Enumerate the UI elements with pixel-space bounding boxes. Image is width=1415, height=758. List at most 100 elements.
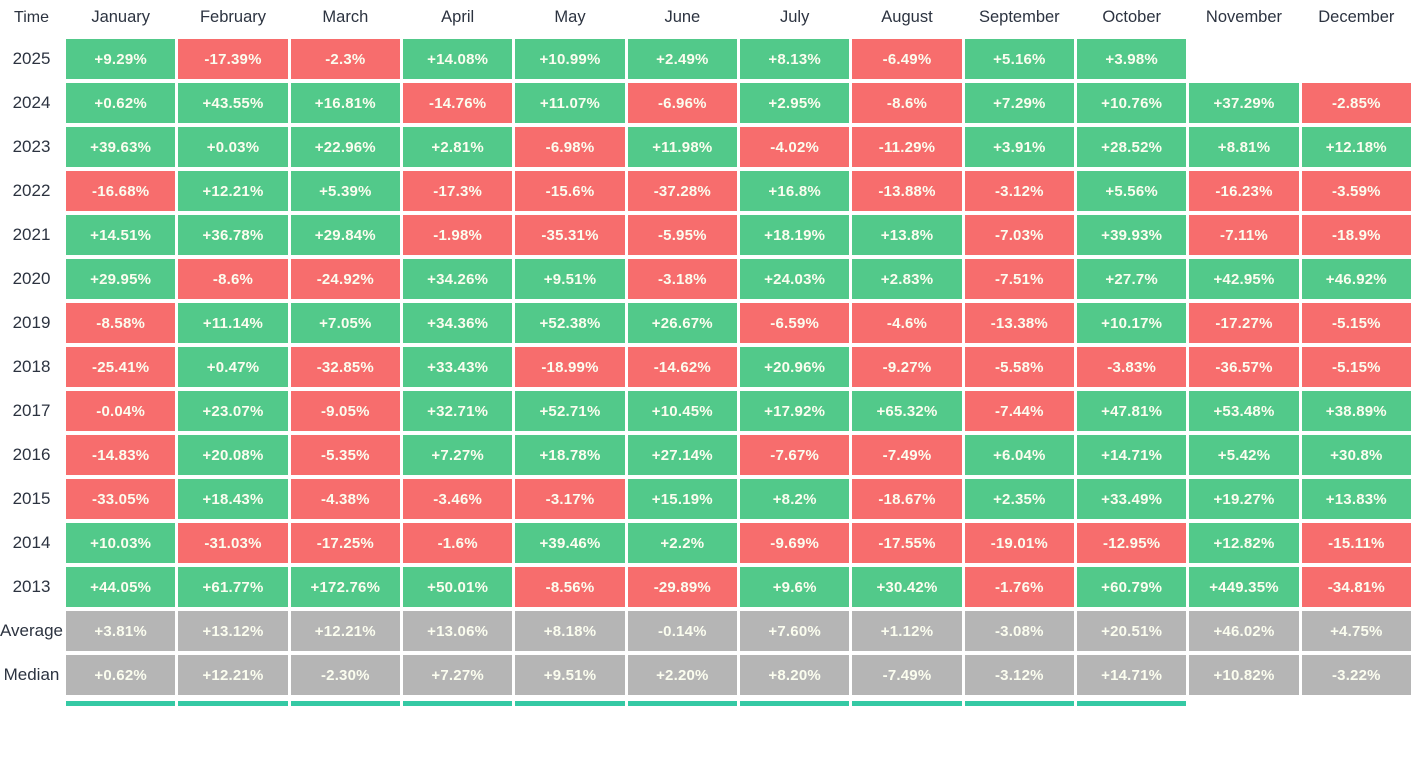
return-cell[interactable]: +0.62% — [66, 83, 176, 123]
return-cell[interactable]: +34.26% — [403, 259, 513, 299]
return-cell[interactable]: -13.38% — [964, 303, 1074, 343]
return-cell[interactable]: +47.81% — [1077, 391, 1187, 431]
return-cell[interactable]: -16.23% — [1189, 171, 1299, 211]
return-cell[interactable]: -9.05% — [290, 391, 400, 431]
return-cell[interactable]: -8.6% — [178, 259, 288, 299]
return-cell[interactable]: +11.07% — [515, 83, 625, 123]
return-cell[interactable]: -25.41% — [66, 347, 176, 387]
return-cell[interactable]: +7.27% — [403, 435, 513, 475]
return-cell[interactable]: -18.67% — [852, 479, 962, 519]
return-cell[interactable]: +65.32% — [852, 391, 962, 431]
return-cell[interactable]: +23.07% — [178, 391, 288, 431]
return-cell[interactable]: -0.04% — [66, 391, 176, 431]
return-cell[interactable]: +10.76% — [1077, 83, 1187, 123]
return-cell[interactable]: +1.12% — [852, 611, 962, 651]
return-cell[interactable]: +18.78% — [515, 435, 625, 475]
return-cell[interactable]: +10.45% — [627, 391, 737, 431]
return-cell[interactable]: +33.49% — [1077, 479, 1187, 519]
return-cell[interactable]: +14.51% — [66, 215, 176, 255]
return-cell[interactable]: -24.92% — [290, 259, 400, 299]
return-cell[interactable]: -6.98% — [515, 127, 625, 167]
return-cell[interactable]: -15.11% — [1301, 523, 1411, 563]
return-cell[interactable]: +16.81% — [290, 83, 400, 123]
return-cell[interactable]: -3.46% — [403, 479, 513, 519]
return-cell[interactable]: +7.60% — [740, 611, 850, 651]
return-cell[interactable]: +34.36% — [403, 303, 513, 343]
return-cell[interactable]: -36.57% — [1189, 347, 1299, 387]
return-cell[interactable]: -4.02% — [740, 127, 850, 167]
return-cell[interactable]: +39.46% — [515, 523, 625, 563]
return-cell[interactable]: -35.31% — [515, 215, 625, 255]
return-cell[interactable]: +19.27% — [1189, 479, 1299, 519]
return-cell[interactable]: -17.3% — [403, 171, 513, 211]
return-cell[interactable]: -8.6% — [852, 83, 962, 123]
return-cell[interactable]: +9.51% — [515, 259, 625, 299]
return-cell[interactable]: +10.03% — [66, 523, 176, 563]
return-cell[interactable]: -18.9% — [1301, 215, 1411, 255]
return-cell[interactable]: +2.83% — [852, 259, 962, 299]
return-cell[interactable]: -7.44% — [964, 391, 1074, 431]
return-cell[interactable]: +28.52% — [1077, 127, 1187, 167]
return-cell[interactable]: -4.38% — [290, 479, 400, 519]
return-cell[interactable]: +22.96% — [290, 127, 400, 167]
return-cell[interactable]: +3.98% — [1077, 39, 1187, 79]
return-cell[interactable]: +8.81% — [1189, 127, 1299, 167]
return-cell[interactable]: +52.71% — [515, 391, 625, 431]
return-cell[interactable]: +43.55% — [178, 83, 288, 123]
return-cell[interactable]: +2.20% — [627, 655, 737, 695]
return-cell[interactable]: +44.05% — [66, 567, 176, 607]
return-cell[interactable]: +9.51% — [515, 655, 625, 695]
return-cell[interactable]: -33.05% — [66, 479, 176, 519]
return-cell[interactable]: +9.29% — [66, 39, 176, 79]
return-cell[interactable]: +60.79% — [1077, 567, 1187, 607]
return-cell[interactable]: -3.22% — [1301, 655, 1411, 695]
return-cell[interactable]: +13.06% — [403, 611, 513, 651]
return-cell[interactable]: -3.83% — [1077, 347, 1187, 387]
return-cell[interactable]: +14.71% — [1077, 655, 1187, 695]
return-cell[interactable]: +9.6% — [740, 567, 850, 607]
return-cell[interactable]: +2.81% — [403, 127, 513, 167]
return-cell[interactable]: +10.17% — [1077, 303, 1187, 343]
return-cell[interactable]: -1.98% — [403, 215, 513, 255]
return-cell[interactable]: -3.12% — [964, 655, 1074, 695]
return-cell[interactable]: -5.15% — [1301, 347, 1411, 387]
return-cell[interactable]: -0.14% — [627, 611, 737, 651]
return-cell[interactable]: +12.82% — [1189, 523, 1299, 563]
return-cell[interactable]: +2.35% — [964, 479, 1074, 519]
return-cell[interactable]: +3.81% — [66, 611, 176, 651]
return-cell[interactable]: +8.20% — [740, 655, 850, 695]
return-cell[interactable]: +37.29% — [1189, 83, 1299, 123]
return-cell[interactable]: -32.85% — [290, 347, 400, 387]
return-cell[interactable]: +16.8% — [740, 171, 850, 211]
return-cell[interactable]: +13.83% — [1301, 479, 1411, 519]
return-cell[interactable]: +18.19% — [740, 215, 850, 255]
return-cell[interactable]: +11.98% — [627, 127, 737, 167]
return-cell[interactable]: +14.08% — [403, 39, 513, 79]
return-cell[interactable]: +33.43% — [403, 347, 513, 387]
return-cell[interactable]: -37.28% — [627, 171, 737, 211]
return-cell[interactable]: +13.8% — [852, 215, 962, 255]
return-cell[interactable]: +8.2% — [740, 479, 850, 519]
return-cell[interactable]: +5.42% — [1189, 435, 1299, 475]
return-cell[interactable]: +42.95% — [1189, 259, 1299, 299]
return-cell[interactable]: -3.12% — [964, 171, 1074, 211]
return-cell[interactable]: +5.56% — [1077, 171, 1187, 211]
return-cell[interactable]: +18.43% — [178, 479, 288, 519]
return-cell[interactable]: +4.75% — [1301, 611, 1411, 651]
return-cell[interactable]: +46.02% — [1189, 611, 1299, 651]
return-cell[interactable]: -14.62% — [627, 347, 737, 387]
return-cell[interactable]: -17.39% — [178, 39, 288, 79]
return-cell[interactable]: +3.91% — [964, 127, 1074, 167]
return-cell[interactable]: -31.03% — [178, 523, 288, 563]
return-cell[interactable]: +53.48% — [1189, 391, 1299, 431]
return-cell[interactable]: +27.7% — [1077, 259, 1187, 299]
return-cell[interactable]: +7.29% — [964, 83, 1074, 123]
return-cell[interactable]: +20.51% — [1077, 611, 1187, 651]
return-cell[interactable]: -7.67% — [740, 435, 850, 475]
return-cell[interactable]: +27.14% — [627, 435, 737, 475]
return-cell[interactable]: -7.11% — [1189, 215, 1299, 255]
return-cell[interactable]: +10.82% — [1189, 655, 1299, 695]
return-cell[interactable]: +30.42% — [852, 567, 962, 607]
return-cell[interactable]: +8.18% — [515, 611, 625, 651]
return-cell[interactable]: -15.6% — [515, 171, 625, 211]
